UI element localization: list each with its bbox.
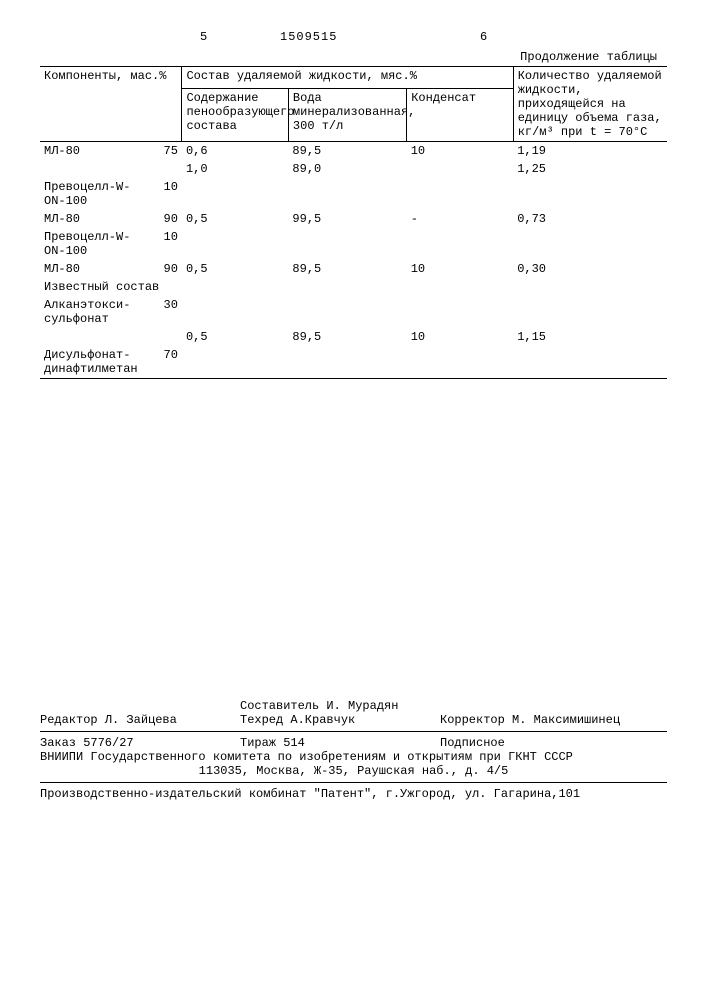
data-cell-qty [513, 228, 667, 260]
continuation-label: Продолжение таблицы [40, 50, 667, 64]
component-cell: МЛ-8090 [40, 260, 182, 278]
header-page-numbers: 5 1509515 6 [40, 30, 667, 44]
col-water: Вода минерализованная, 300 т/л [288, 88, 406, 141]
data-cell-foam: 0,6 [182, 142, 288, 161]
component-name: Превоцелл-W-ON-100 [44, 180, 150, 208]
footer: Составитель И. Мурадян Редактор Л. Зайце… [40, 699, 667, 801]
order-number: Заказ 5776/27 [40, 736, 240, 750]
component-name: МЛ-80 [44, 262, 150, 276]
data-cell-cond [407, 346, 513, 379]
data-cell-qty: 1,15 [513, 328, 667, 346]
data-cell-cond: - [407, 210, 513, 228]
data-cell-foam: 1,0 [182, 160, 288, 178]
component-cell [40, 328, 182, 346]
component-name: Алканэтокси-сульфонат [44, 298, 150, 326]
data-cell-cond [407, 228, 513, 260]
publisher: Производственно-издательский комбинат "П… [40, 787, 667, 801]
compiler: Составитель И. Мурадян [240, 699, 440, 713]
data-cell-cond [407, 296, 513, 328]
component-percent: 90 [150, 212, 178, 226]
component-name: МЛ-80 [44, 144, 150, 158]
tirage: Тираж 514 [240, 736, 440, 750]
corrector: Корректор М. Максимишинец [440, 713, 667, 727]
data-cell-cond: 10 [407, 328, 513, 346]
data-cell-water [288, 296, 406, 328]
data-cell-water: 99,5 [288, 210, 406, 228]
component-cell: МЛ-8075 [40, 142, 182, 161]
data-cell-water [288, 228, 406, 260]
data-cell-cond [407, 160, 513, 178]
data-cell-foam: 0,5 [182, 260, 288, 278]
data-cell-water: 89,0 [288, 160, 406, 178]
component-cell: Дисульфонат-динафтилметан70 [40, 346, 182, 379]
data-cell-qty: 0,73 [513, 210, 667, 228]
data-cell-water: 89,5 [288, 260, 406, 278]
component-cell [40, 160, 182, 178]
data-cell-water [288, 346, 406, 379]
techred: Техред А.Кравчук [240, 713, 440, 727]
component-percent: 10 [150, 230, 178, 258]
col-components: Компоненты, мас.% [40, 67, 182, 142]
component-percent: 30 [150, 298, 178, 326]
col-condensate: Конденсат [407, 88, 513, 141]
page-num-left: 5 [200, 30, 280, 44]
component-percent: 10 [150, 180, 178, 208]
data-cell-qty: 0,30 [513, 260, 667, 278]
col-quantity: Количество удаляемой жидкости, приходяще… [513, 67, 667, 142]
data-cell-foam [182, 346, 288, 379]
data-cell-foam [182, 228, 288, 260]
data-cell-qty [513, 346, 667, 379]
page-num-right: 6 [480, 30, 487, 44]
data-cell-foam [182, 178, 288, 210]
component-cell: Превоцелл-W-ON-10010 [40, 178, 182, 210]
editor: Редактор Л. Зайцева [40, 713, 240, 727]
data-cell-water [288, 178, 406, 210]
data-cell-qty [513, 296, 667, 328]
component-name: Превоцелл-W-ON-100 [44, 230, 150, 258]
component-cell: Превоцелл-W-ON-10010 [40, 228, 182, 260]
subscription: Подписное [440, 736, 667, 750]
data-cell-foam: 0,5 [182, 328, 288, 346]
component-cell: МЛ-8090 [40, 210, 182, 228]
known-composition-label: Известный состав [40, 278, 667, 296]
document-number: 1509515 [280, 30, 480, 44]
col-foam: Содержание пенообразующего состава [182, 88, 288, 141]
component-name: Дисульфонат-динафтилметан [44, 348, 150, 376]
data-cell-water: 89,5 [288, 142, 406, 161]
vniipi: ВНИИПИ Государственного комитета по изоб… [40, 750, 667, 764]
component-percent: 70 [150, 348, 178, 376]
component-percent: 75 [150, 144, 178, 158]
component-cell: Алканэтокси-сульфонат30 [40, 296, 182, 328]
data-table: Компоненты, мас.% Состав удаляемой жидко… [40, 66, 667, 379]
data-cell-qty: 1,19 [513, 142, 667, 161]
data-cell-foam [182, 296, 288, 328]
address1: 113035, Москва, Ж-35, Раушская наб., д. … [40, 764, 667, 778]
data-cell-cond: 10 [407, 260, 513, 278]
data-cell-foam: 0,5 [182, 210, 288, 228]
data-cell-water: 89,5 [288, 328, 406, 346]
component-name: МЛ-80 [44, 212, 150, 226]
data-cell-qty [513, 178, 667, 210]
data-cell-cond [407, 178, 513, 210]
data-cell-cond: 10 [407, 142, 513, 161]
component-percent: 90 [150, 262, 178, 276]
data-cell-qty: 1,25 [513, 160, 667, 178]
col-composition: Состав удаляемой жидкости, мяс.% [182, 67, 513, 89]
